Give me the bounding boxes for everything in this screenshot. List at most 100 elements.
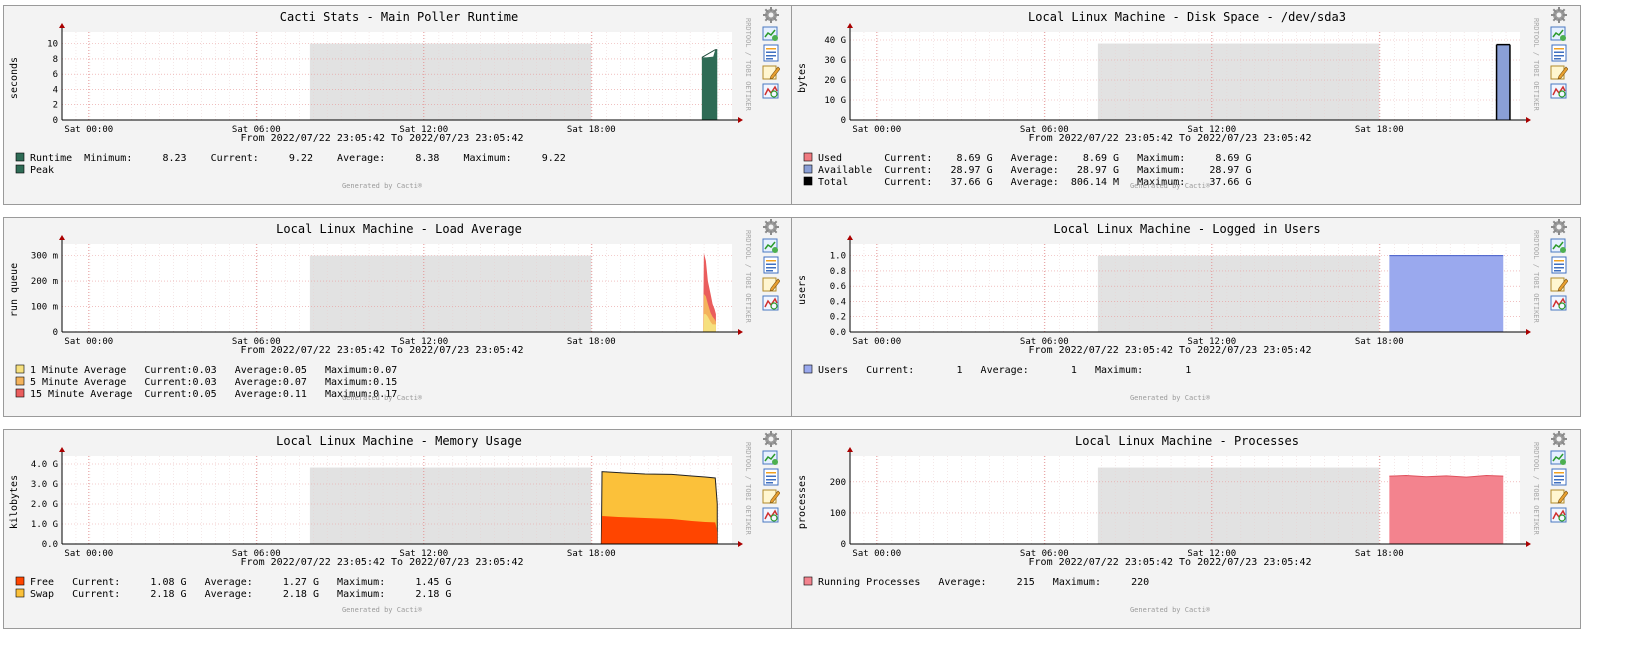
y-tick-label: 3.0 G xyxy=(31,480,58,490)
shaded-region xyxy=(309,43,592,121)
y-tick-label: 200 xyxy=(830,478,846,488)
chart-title: Local Linux Machine - Memory Usage xyxy=(276,434,522,448)
x-tick-label: Sat 18:00 xyxy=(1355,549,1404,559)
graph-panel-processes[interactable]: 0 100 200 Sat 00:00 Sat 06:00 Sat 12:00 Sat 18… xyxy=(791,429,1581,629)
list-data-icon[interactable] xyxy=(1550,468,1568,486)
zoom-graph-icon[interactable] xyxy=(762,237,780,255)
generated-by: Generated by Cacti® xyxy=(342,606,423,614)
y-tick-label: 1.0 G xyxy=(31,520,58,530)
chart-svg-users: 0.0 0.2 0.4 0.6 0.8 1.0 Sat 00:00 Sat 06:00 Sat … xyxy=(797,222,1540,402)
y-axis-label: kilobytes xyxy=(9,475,20,529)
series-area-available xyxy=(1496,44,1510,120)
edit-graph-icon[interactable] xyxy=(1550,487,1569,505)
gear-icon[interactable] xyxy=(762,430,780,448)
generated-by: Generated by Cacti® xyxy=(342,182,423,190)
graph-panel-disk[interactable]: 0 10 G 20 G 30 G 40 G Sat 00:00 Sat 06:00 Sat 1… xyxy=(791,5,1581,205)
series-edge xyxy=(1389,475,1504,478)
series-area-runtime xyxy=(701,49,718,120)
y-tick-label: 0 xyxy=(841,116,846,126)
time-graph-icon[interactable] xyxy=(1550,506,1568,524)
edit-graph-icon[interactable] xyxy=(762,63,781,81)
series-area-1-minute-average xyxy=(703,314,716,332)
gear-icon[interactable] xyxy=(762,218,780,236)
y-axis-label: seconds xyxy=(9,57,20,99)
generated-by: Generated by Cacti® xyxy=(1130,394,1211,402)
legend-entry: Users Current: 1 Average: 1 Maximum: 1 xyxy=(818,365,1191,376)
graph-panel-memory[interactable]: 0.0 1.0 G 2.0 G 3.0 G 4.0 G Sat 00:00 Sat 06:0… xyxy=(3,429,793,629)
legend-entry: Swap Current: 2.18 G Average: 2.18 G Max… xyxy=(30,589,451,600)
chart-title: Local Linux Machine - Load Average xyxy=(276,222,522,236)
y-tick-label: 10 G xyxy=(824,96,846,106)
legend-swatch xyxy=(15,588,25,598)
y-axis-arrow xyxy=(59,23,65,28)
gear-icon[interactable] xyxy=(762,6,780,24)
list-data-icon[interactable] xyxy=(762,468,780,486)
list-data-icon[interactable] xyxy=(1550,256,1568,274)
graph-panel-poller[interactable]: 0 2 4 6 8 10 Sat 00:00 Sat 06:00 Sat 12:00 Sat 18… xyxy=(3,5,793,205)
y-tick-label: 2.0 G xyxy=(31,500,58,510)
y-axis-arrow xyxy=(59,447,65,452)
legend-swatch xyxy=(803,364,813,374)
generated-by: Generated by Cacti® xyxy=(1130,606,1211,614)
zoom-graph-icon[interactable] xyxy=(1550,25,1568,43)
x-axis-arrow xyxy=(738,329,743,335)
shaded-region xyxy=(309,467,592,544)
zoom-graph-icon[interactable] xyxy=(762,449,780,467)
y-tick-label: 0.0 xyxy=(830,328,846,338)
legend-entry: Running Processes Average: 215 Maximum: … xyxy=(818,577,1149,588)
shaded-region xyxy=(1097,467,1380,544)
legend-entry: 1 Minute Average Current:0.03 Average:0.… xyxy=(30,365,397,376)
gear-icon[interactable] xyxy=(1550,218,1568,236)
y-tick-label: 100 xyxy=(830,509,846,519)
time-graph-icon[interactable] xyxy=(1550,82,1568,100)
zoom-graph-icon[interactable] xyxy=(1550,237,1568,255)
y-axis-arrow xyxy=(847,23,853,28)
y-tick-label: 0.4 xyxy=(830,297,846,307)
x-tick-label: Sat 12:00 xyxy=(399,549,448,559)
list-data-icon[interactable] xyxy=(762,44,780,62)
edit-graph-icon[interactable] xyxy=(762,487,781,505)
y-axis-arrow xyxy=(847,235,853,240)
x-tick-label: Sat 18:00 xyxy=(567,337,616,347)
x-axis-arrow xyxy=(1526,117,1531,123)
x-tick-label: Sat 12:00 xyxy=(399,125,448,135)
zoom-graph-icon[interactable] xyxy=(762,25,780,43)
x-tick-label: Sat 18:00 xyxy=(1355,337,1404,347)
gear-icon[interactable] xyxy=(1550,430,1568,448)
x-tick-label: Sat 00:00 xyxy=(852,549,901,559)
legend-swatch xyxy=(15,364,25,374)
rrdtool-label: RRDTOOL / TOBI OETIKER xyxy=(744,230,752,324)
zoom-graph-icon[interactable] xyxy=(1550,449,1568,467)
list-data-icon[interactable] xyxy=(762,256,780,274)
time-graph-icon[interactable] xyxy=(762,82,780,100)
date-range: From 2022/07/22 23:05:42 To 2022/07/23 2… xyxy=(241,557,524,568)
generated-by: Generated by Cacti® xyxy=(1130,182,1211,190)
y-tick-label: 100 m xyxy=(31,303,58,313)
edit-graph-icon[interactable] xyxy=(1550,275,1569,293)
time-graph-icon[interactable] xyxy=(1550,294,1568,312)
rrdtool-label: RRDTOOL / TOBI OETIKER xyxy=(744,18,752,112)
y-tick-label: 8 xyxy=(53,55,58,65)
time-graph-icon[interactable] xyxy=(762,294,780,312)
series-line-peak xyxy=(701,49,718,58)
x-tick-label: Sat 06:00 xyxy=(232,337,281,347)
time-graph-icon[interactable] xyxy=(762,506,780,524)
y-tick-label: 4.0 G xyxy=(31,460,58,470)
y-tick-label: 300 m xyxy=(31,252,58,262)
rrdtool-label: RRDTOOL / TOBI OETIKER xyxy=(744,442,752,536)
y-tick-label: 30 G xyxy=(824,56,846,66)
graph-panel-load[interactable]: 0 100 m 200 m 300 m Sat 00:00 Sat 06:00 Sat 12… xyxy=(3,217,793,417)
x-tick-label: Sat 12:00 xyxy=(1187,549,1236,559)
y-tick-label: 200 m xyxy=(31,277,58,287)
series-area-running-processes xyxy=(1389,475,1504,544)
edit-graph-icon[interactable] xyxy=(762,275,781,293)
gear-icon[interactable] xyxy=(1550,6,1568,24)
list-data-icon[interactable] xyxy=(1550,44,1568,62)
legend-swatch xyxy=(803,576,813,586)
legend-swatch xyxy=(803,152,813,162)
edit-graph-icon[interactable] xyxy=(1550,63,1569,81)
x-axis-arrow xyxy=(738,117,743,123)
y-axis-label: bytes xyxy=(797,63,808,93)
x-tick-label: Sat 06:00 xyxy=(1020,125,1069,135)
graph-panel-users[interactable]: 0.0 0.2 0.4 0.6 0.8 1.0 Sat 00:00 Sat 06:00 Sat … xyxy=(791,217,1581,417)
